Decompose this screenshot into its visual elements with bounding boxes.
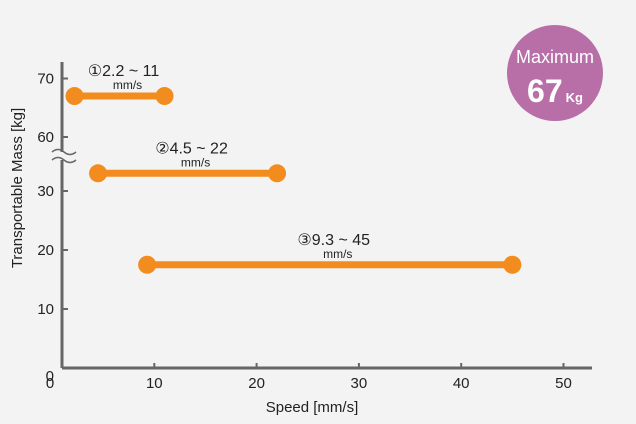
x-tick-label: 0: [46, 375, 54, 392]
y-tick-label: 70: [37, 71, 54, 88]
x-tick-label: 40: [453, 375, 470, 392]
range-bar-unit: mm/s: [181, 155, 210, 169]
y-axis-title: Transportable Mass [kg]: [9, 108, 26, 268]
range-bar-start-point: [65, 87, 84, 106]
maximum-badge: Maximum 67 Kg: [507, 25, 603, 121]
range-bar-start-point: [138, 255, 157, 274]
badge-circle: [507, 25, 603, 121]
axes: [51, 62, 592, 370]
range-bar-end-point: [155, 87, 174, 106]
x-axis-title: Speed [mm/s]: [266, 399, 359, 416]
x-tick-label: 20: [248, 375, 265, 392]
badge-value-line: 67 Kg: [527, 73, 583, 109]
tick-labels: 0 10 20 30 40 50 0 10 20 30 60 70: [37, 71, 572, 393]
y-tick-label: 0: [46, 368, 54, 385]
range-bar-unit: mm/s: [113, 78, 142, 92]
badge-title: Maximum: [516, 47, 594, 67]
badge-unit: Kg: [566, 90, 583, 105]
axis-break-mark-1: [51, 148, 77, 156]
range-bar-unit: mm/s: [323, 247, 352, 261]
badge-value: 67: [527, 73, 563, 109]
y-tick-label: 20: [37, 242, 54, 259]
x-tick-label: 50: [555, 375, 572, 392]
range-bar-label: ②4.5 ~ 22: [155, 140, 228, 157]
x-tick-label: 10: [146, 375, 163, 392]
axis-break-mark-2: [51, 156, 77, 164]
y-tick-label: 10: [37, 301, 54, 318]
range-bar-start-point: [89, 164, 108, 183]
range-bar-end-point: [268, 164, 287, 183]
range-bar-label: ①2.2 ~ 11: [88, 63, 160, 80]
y-tick-label: 60: [37, 129, 54, 146]
range-bar-end-point: [503, 255, 522, 274]
range-bar-label: ③9.3 ~ 45: [297, 232, 370, 249]
x-tick-label: 30: [351, 375, 368, 392]
y-tick-label: 30: [37, 183, 54, 200]
